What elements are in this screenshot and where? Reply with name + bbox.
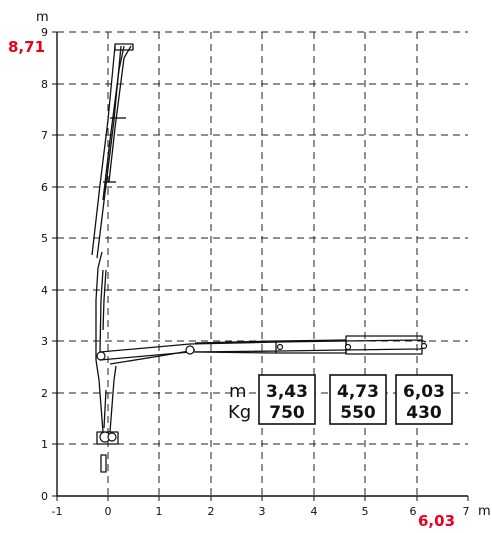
reach-value: 6,03 (403, 382, 445, 402)
axes (52, 31, 469, 501)
max-height-label: 8,71 (8, 38, 45, 56)
load-cell-3 (395, 374, 453, 425)
x-tick-label: 7 (463, 505, 470, 518)
row-label-load: Kg (228, 402, 251, 423)
x-tick-labels: -1 0 1 2 3 4 5 6 7 (52, 505, 470, 518)
x-tick-label: 1 (156, 505, 163, 518)
load-value: 750 (269, 403, 305, 423)
x-tick-label: 5 (362, 505, 369, 518)
y-tick-label: 2 (41, 387, 48, 400)
reach-value: 3,43 (266, 382, 308, 402)
x-tick-label: 3 (259, 505, 266, 518)
load-cell-1 (258, 374, 316, 425)
load-value: 550 (340, 403, 376, 423)
reach-value: 4,73 (337, 382, 379, 402)
y-tick-label: 7 (41, 129, 48, 142)
y-tick-label: 8 (41, 78, 48, 91)
load-table: m Kg 3,43 750 4,73 550 6,03 430 (228, 374, 453, 425)
y-tick-label: 4 (41, 284, 48, 297)
load-cell-2 (329, 374, 387, 425)
max-reach-label: 6,03 (418, 512, 455, 530)
load-value: 430 (406, 403, 442, 423)
y-axis-unit: m (36, 10, 49, 25)
x-tick-label: 2 (208, 505, 215, 518)
y-tick-label: 9 (41, 26, 48, 39)
y-tick-label: 3 (41, 335, 48, 348)
x-axis-unit: m (478, 504, 491, 519)
x-tick-label: -1 (52, 505, 63, 518)
x-tick-label: 6 (410, 505, 417, 518)
y-tick-label: 6 (41, 181, 48, 194)
x-tick-label: 0 (105, 505, 112, 518)
y-tick-label: 0 (41, 490, 48, 503)
y-tick-label: 1 (41, 438, 48, 451)
row-label-reach: m (229, 381, 247, 402)
x-tick-label: 4 (311, 505, 318, 518)
y-tick-labels: 0 1 2 3 4 5 6 7 8 9 (41, 26, 48, 503)
grid (57, 31, 468, 496)
crane-drawing (91, 43, 428, 473)
y-tick-label: 5 (41, 232, 48, 245)
